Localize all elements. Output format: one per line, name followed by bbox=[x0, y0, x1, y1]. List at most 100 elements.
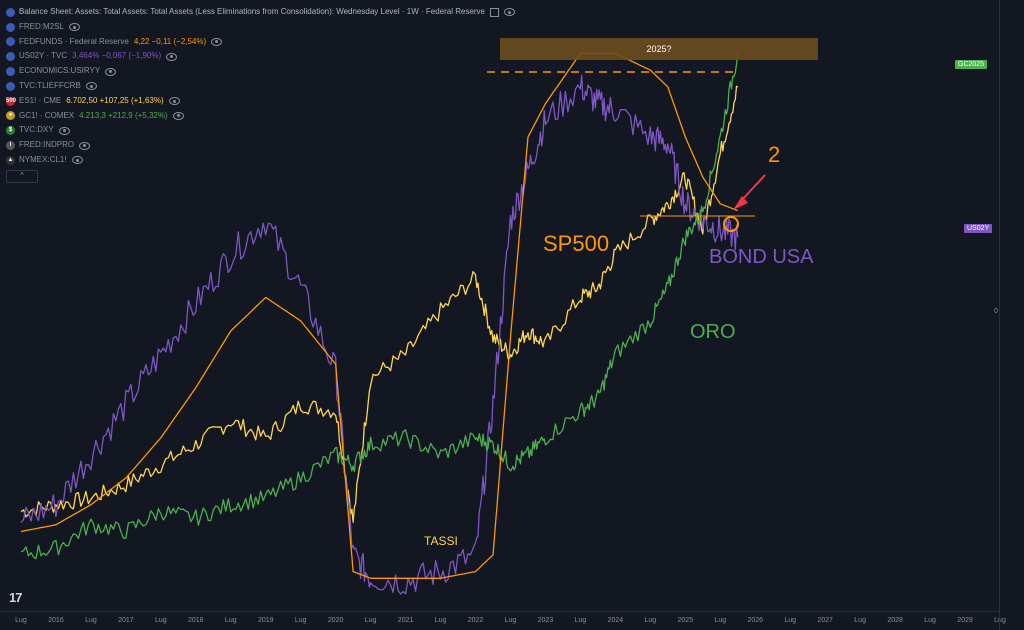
x-tick-label: 2029 bbox=[957, 617, 973, 624]
x-tick-label: 2027 bbox=[817, 617, 833, 624]
eye-icon[interactable] bbox=[168, 97, 180, 106]
series-line bbox=[20, 85, 739, 523]
x-tick-label: Lug bbox=[924, 617, 936, 624]
legend-row[interactable]: i FRED:INDPRO bbox=[6, 138, 515, 153]
legend-row[interactable]: $ TVC:DXY bbox=[6, 123, 515, 138]
x-tick-label: Lug bbox=[85, 617, 97, 624]
x-tick-label: 2026 bbox=[747, 617, 763, 624]
red-arrow-head bbox=[733, 196, 748, 210]
series-line bbox=[20, 53, 739, 560]
annotation-two: 2 bbox=[768, 142, 780, 167]
series-line bbox=[20, 52, 738, 579]
eye-icon[interactable] bbox=[85, 82, 97, 91]
x-tick-label: Lug bbox=[365, 617, 377, 624]
x-tick-label: Lug bbox=[155, 617, 167, 624]
legend-row[interactable]: ▲ NYMEX:CL1! bbox=[6, 153, 515, 168]
x-tick-label: Lug bbox=[854, 617, 866, 624]
x-tick-label: 2023 bbox=[538, 617, 554, 624]
annotation-oro: ORO bbox=[690, 321, 736, 343]
series-sp500 bbox=[20, 85, 739, 523]
x-tick-label: Lug bbox=[505, 617, 517, 624]
legend-symbol-name: Balance Sheet: Assets: Total Assets: Tot… bbox=[19, 7, 485, 16]
us-flag-icon bbox=[6, 52, 15, 62]
legend-symbol-name: FRED:INDPRO bbox=[19, 140, 75, 150]
us-flag-icon bbox=[6, 22, 15, 32]
tradingview-logo: 17 bbox=[9, 590, 23, 605]
oil-icon: ▲ bbox=[6, 155, 15, 165]
x-tick-label: 2019 bbox=[258, 617, 274, 624]
info-icon: i bbox=[6, 141, 15, 151]
x-axis: Lug 2016 Lug 2017 Lug 2018 Lug 2019 Lug 2020 Lug 20… bbox=[15, 617, 1006, 624]
zero-axis-label: 0 bbox=[994, 308, 998, 315]
legend-symbol-name: TVC:TLIEFFCRB bbox=[19, 80, 81, 90]
legend-symbol-name: ECONOMICS:USIRYY bbox=[19, 66, 101, 76]
legend-panel: Balance Sheet: Assets: Total Assets: Tot… bbox=[6, 5, 515, 168]
x-axis-border bbox=[0, 611, 1000, 612]
chart-series bbox=[20, 52, 739, 595]
flag-icon[interactable] bbox=[490, 7, 499, 17]
x-tick-label: 2017 bbox=[118, 617, 134, 624]
x-tick-label: Lug bbox=[645, 617, 657, 624]
eye-icon[interactable] bbox=[58, 126, 70, 135]
us-flag-icon bbox=[6, 7, 15, 17]
eye-icon[interactable] bbox=[504, 8, 515, 17]
series-tassi bbox=[20, 52, 738, 579]
series-line bbox=[20, 74, 739, 595]
x-tick-label: Lug bbox=[714, 617, 726, 624]
series-bond-usa bbox=[20, 74, 739, 595]
annotation-bond-usa: BOND USA bbox=[709, 246, 814, 268]
x-tick-label: 2021 bbox=[398, 617, 414, 624]
legend-symbol-name: NYMEX:CL1! bbox=[19, 154, 67, 164]
legend-symbol-name: US02Y · TVC bbox=[19, 51, 68, 61]
legend-row[interactable]: FRED:M2SL bbox=[6, 20, 515, 35]
us-flag-icon bbox=[6, 81, 15, 91]
legend-symbol-name: ES1! · CME bbox=[19, 95, 62, 105]
right-axis-border bbox=[999, 0, 1000, 630]
dollar-icon: $ bbox=[6, 126, 15, 136]
legend-symbol-value: 3,464% −0,067 (−1,90%) bbox=[72, 51, 162, 61]
red-arrow-line bbox=[739, 174, 766, 203]
x-tick-label: Lug bbox=[994, 617, 1006, 624]
x-tick-label: 2018 bbox=[188, 617, 204, 624]
eye-icon[interactable] bbox=[71, 156, 83, 165]
legend-row[interactable]: TVC:TLIEFFCRB bbox=[6, 79, 515, 94]
eye-icon[interactable] bbox=[105, 67, 117, 76]
x-tick-label: Lug bbox=[225, 617, 237, 624]
bond-circle-marker bbox=[723, 216, 739, 232]
us-flag-icon bbox=[6, 37, 15, 47]
legend-row[interactable]: ● GC1! · COMEX 4.213,3 +212,9 (+5,32%) bbox=[6, 109, 515, 124]
eye-icon[interactable] bbox=[166, 52, 178, 61]
us-flag-icon bbox=[6, 67, 15, 77]
legend-symbol-name: GC1! · COMEX bbox=[19, 110, 75, 120]
legend-symbol-value: 4.213,3 +212,9 (+5,32%) bbox=[79, 110, 168, 120]
legend-symbol-value: 4,22 −0,11 (−2,54%) bbox=[133, 36, 207, 46]
legend-row[interactable]: Balance Sheet: Assets: Total Assets: Tot… bbox=[6, 5, 515, 20]
gold-price-badge: GC2025 bbox=[955, 60, 988, 69]
eye-icon[interactable] bbox=[79, 141, 91, 150]
legend-symbol-name: FEDFUNDS · Federal Reserve bbox=[19, 36, 129, 46]
x-tick-label: 2025 bbox=[678, 617, 694, 624]
eye-icon[interactable] bbox=[172, 111, 184, 120]
annotation-sp500: SP500 bbox=[543, 231, 609, 256]
x-tick-label: 2016 bbox=[48, 617, 64, 624]
legend-row[interactable]: US02Y · TVC 3,464% −0,067 (−1,90%) bbox=[6, 49, 515, 64]
x-tick-label: Lug bbox=[575, 617, 587, 624]
legend-symbol-name: TVC:DXY bbox=[19, 125, 54, 135]
x-tick-label: Lug bbox=[15, 617, 27, 624]
legend-row[interactable]: 500 ES1! · CME 6.702,50 +107,25 (+1,63%) bbox=[6, 94, 515, 109]
legend-symbol-name: FRED:M2SL bbox=[19, 21, 64, 31]
eye-icon[interactable] bbox=[211, 37, 223, 46]
legend-row[interactable]: ECONOMICS:USIRYY bbox=[6, 64, 515, 79]
series-oro bbox=[20, 53, 739, 560]
legend-collapse-button[interactable]: ^ bbox=[6, 170, 38, 183]
annotation-tassi: TASSI bbox=[424, 534, 458, 548]
gold-icon: ● bbox=[6, 111, 15, 121]
x-tick-label: Lug bbox=[784, 617, 796, 624]
x-tick-label: Lug bbox=[295, 617, 307, 624]
legend-row[interactable]: FEDFUNDS · Federal Reserve 4,22 −0,11 (−2… bbox=[6, 35, 515, 50]
forecast-box bbox=[500, 38, 818, 60]
x-tick-label: 2024 bbox=[608, 617, 624, 624]
eye-icon[interactable] bbox=[68, 23, 80, 32]
x-tick-label: 2020 bbox=[328, 617, 344, 624]
